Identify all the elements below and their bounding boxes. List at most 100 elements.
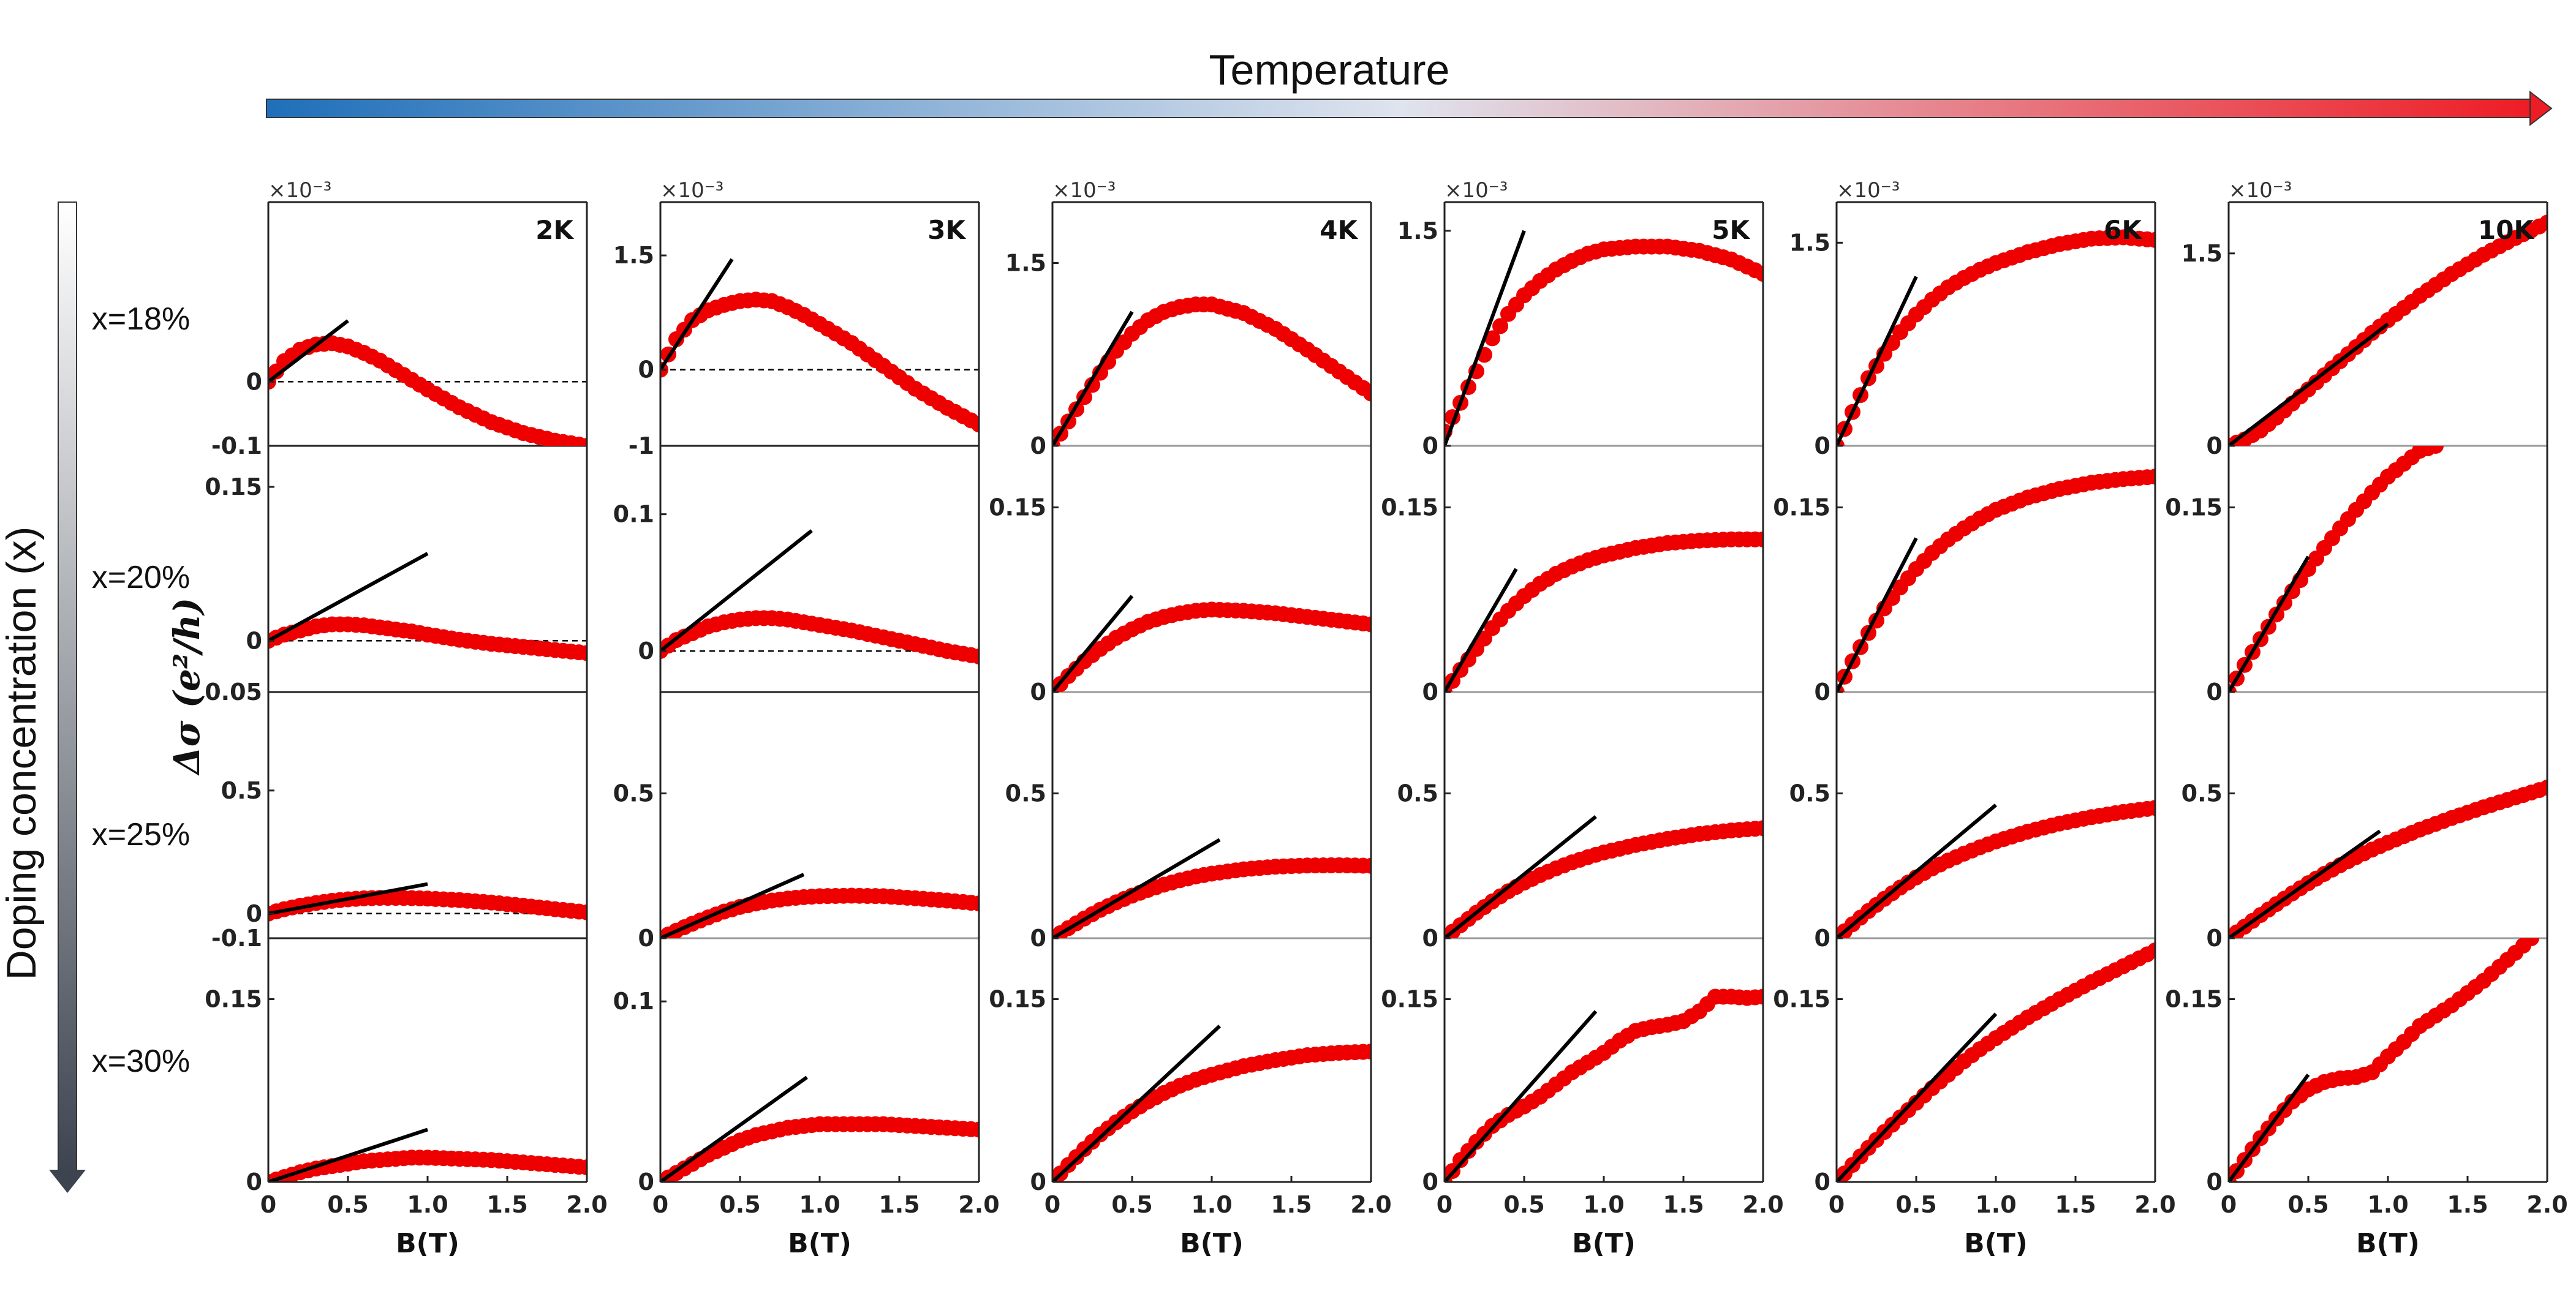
data-point xyxy=(2012,826,2028,842)
y-tick-label: 0 xyxy=(246,368,262,395)
data-points xyxy=(1052,1044,1371,1182)
data-points xyxy=(1837,800,2155,938)
data-point xyxy=(836,330,852,347)
data-point xyxy=(1747,262,1763,279)
data-point xyxy=(1260,1053,1275,1070)
doping-label-2: x=25% xyxy=(92,817,190,852)
data-point xyxy=(1747,989,1763,1006)
data-point xyxy=(2044,995,2060,1012)
panel-2-0: 0.5 0-0.1 xyxy=(211,692,588,952)
data-point xyxy=(539,900,555,917)
x-tick-label: 2.0 xyxy=(566,1191,607,1218)
data-point xyxy=(507,1154,523,1170)
data-point xyxy=(2139,946,2155,963)
data-point xyxy=(1900,874,1916,890)
data-point xyxy=(1540,1082,1556,1099)
doping-label-1: x=20% xyxy=(92,560,190,595)
y-tick-label: 0.5 xyxy=(221,777,262,804)
x-tick-label: 2.0 xyxy=(1350,1191,1391,1218)
x-tick-label: 1.5 xyxy=(878,1191,920,1218)
data-point xyxy=(539,431,555,446)
fit-line xyxy=(2229,829,2381,938)
y-tick-label: 1.5 xyxy=(1005,250,1046,277)
data-point xyxy=(1291,857,1307,874)
axis-multiplier: ×10⁻³ xyxy=(2229,178,2292,203)
data-point xyxy=(1556,257,1572,274)
data-point xyxy=(788,1119,804,1135)
data-point xyxy=(1196,867,1212,883)
data-point xyxy=(2012,1014,2028,1031)
data-point xyxy=(1148,1089,1164,1105)
y-tick-label: 0 xyxy=(638,1168,654,1195)
data-point xyxy=(2340,1069,2356,1086)
y-tick-label: 0 xyxy=(2207,1168,2223,1195)
data-point xyxy=(1196,296,1212,313)
data-point xyxy=(1355,380,1371,396)
data-point xyxy=(1291,1048,1307,1065)
data-point xyxy=(772,611,788,627)
data-point xyxy=(2356,845,2372,862)
data-point xyxy=(2308,1077,2324,1094)
y-tick-label: 1.5 xyxy=(613,242,654,269)
data-point xyxy=(2107,472,2123,488)
data-point xyxy=(2420,446,2436,457)
y-tick-label: 1.5 xyxy=(1397,217,1438,244)
x-tick-label: 1.0 xyxy=(1191,1191,1232,1218)
fit-line xyxy=(268,1127,428,1182)
data-point xyxy=(2404,824,2420,841)
data-point xyxy=(899,375,915,391)
x-tick-label: 0 xyxy=(260,1191,276,1218)
x-tick-label: 0.5 xyxy=(327,1191,368,1218)
panel-grid: 1.50-0.1×10⁻³2K1.50-1×10⁻³3K1.50×10⁻³4K1… xyxy=(205,178,2567,1259)
temperature-label: 4K xyxy=(1320,215,1358,245)
panel-0-2: 1.5 0 ×10⁻³ 4K xyxy=(1005,178,1372,459)
y-tick-label: 0 xyxy=(246,627,262,654)
data-point xyxy=(931,641,947,658)
x-tick-label: 1.5 xyxy=(486,1191,527,1218)
data-points xyxy=(268,335,587,446)
panel-1-0: 0.15 0 0.05 xyxy=(205,446,588,706)
x-axis-label: B(T) xyxy=(1964,1228,2028,1259)
data-point xyxy=(412,625,428,641)
panel-3-1: 0.1 00 0.5 1.0 1.5 2.0 B(T) xyxy=(613,938,1000,1259)
data-point xyxy=(1964,515,1980,532)
data-point xyxy=(1588,1050,1604,1066)
y-tick-label: 0 xyxy=(1815,925,1830,952)
data-point xyxy=(1620,239,1636,255)
data-point xyxy=(724,1136,740,1153)
data-point xyxy=(2076,231,2091,248)
data-point xyxy=(364,1153,380,1169)
data-point xyxy=(2107,230,2123,246)
data-point xyxy=(1068,660,1084,677)
data-point xyxy=(1572,249,1588,266)
y-tick-label: 0 xyxy=(1815,679,1830,706)
data-point xyxy=(1980,258,1996,275)
data-point xyxy=(1260,604,1275,621)
data-point xyxy=(1164,1081,1180,1097)
y-tick-label: 1.5 xyxy=(1789,229,1830,256)
panel-1-2: 0.15 0 xyxy=(989,446,1372,706)
data-point xyxy=(316,617,332,634)
axis-multiplier: ×10⁻³ xyxy=(1052,178,1116,203)
data-point xyxy=(1652,1018,1668,1034)
y-tick-label: 0 xyxy=(1030,925,1046,952)
data-point xyxy=(1900,1102,1916,1118)
data-point xyxy=(2324,1072,2340,1088)
data-point xyxy=(1964,842,1980,859)
data-point xyxy=(444,892,459,908)
fit-line xyxy=(2229,555,2310,692)
temperature-label: 10K xyxy=(2478,215,2534,245)
data-point xyxy=(1180,298,1196,314)
x-axis-label: B(T) xyxy=(788,1228,852,1259)
y-tick-label: 0 xyxy=(1030,1168,1046,1195)
data-point xyxy=(1668,1015,1683,1031)
data-point xyxy=(1323,857,1339,873)
data-point xyxy=(1572,555,1588,571)
y-tick-label: 0 xyxy=(1422,925,1438,952)
y-tick-label: 0.15 xyxy=(205,473,262,500)
panel-2-2: 0.50 xyxy=(1005,692,1372,952)
data-point xyxy=(507,422,523,438)
data-point xyxy=(2404,293,2420,310)
data-point xyxy=(692,622,708,638)
y-tick-label: 0 xyxy=(2207,925,2223,952)
